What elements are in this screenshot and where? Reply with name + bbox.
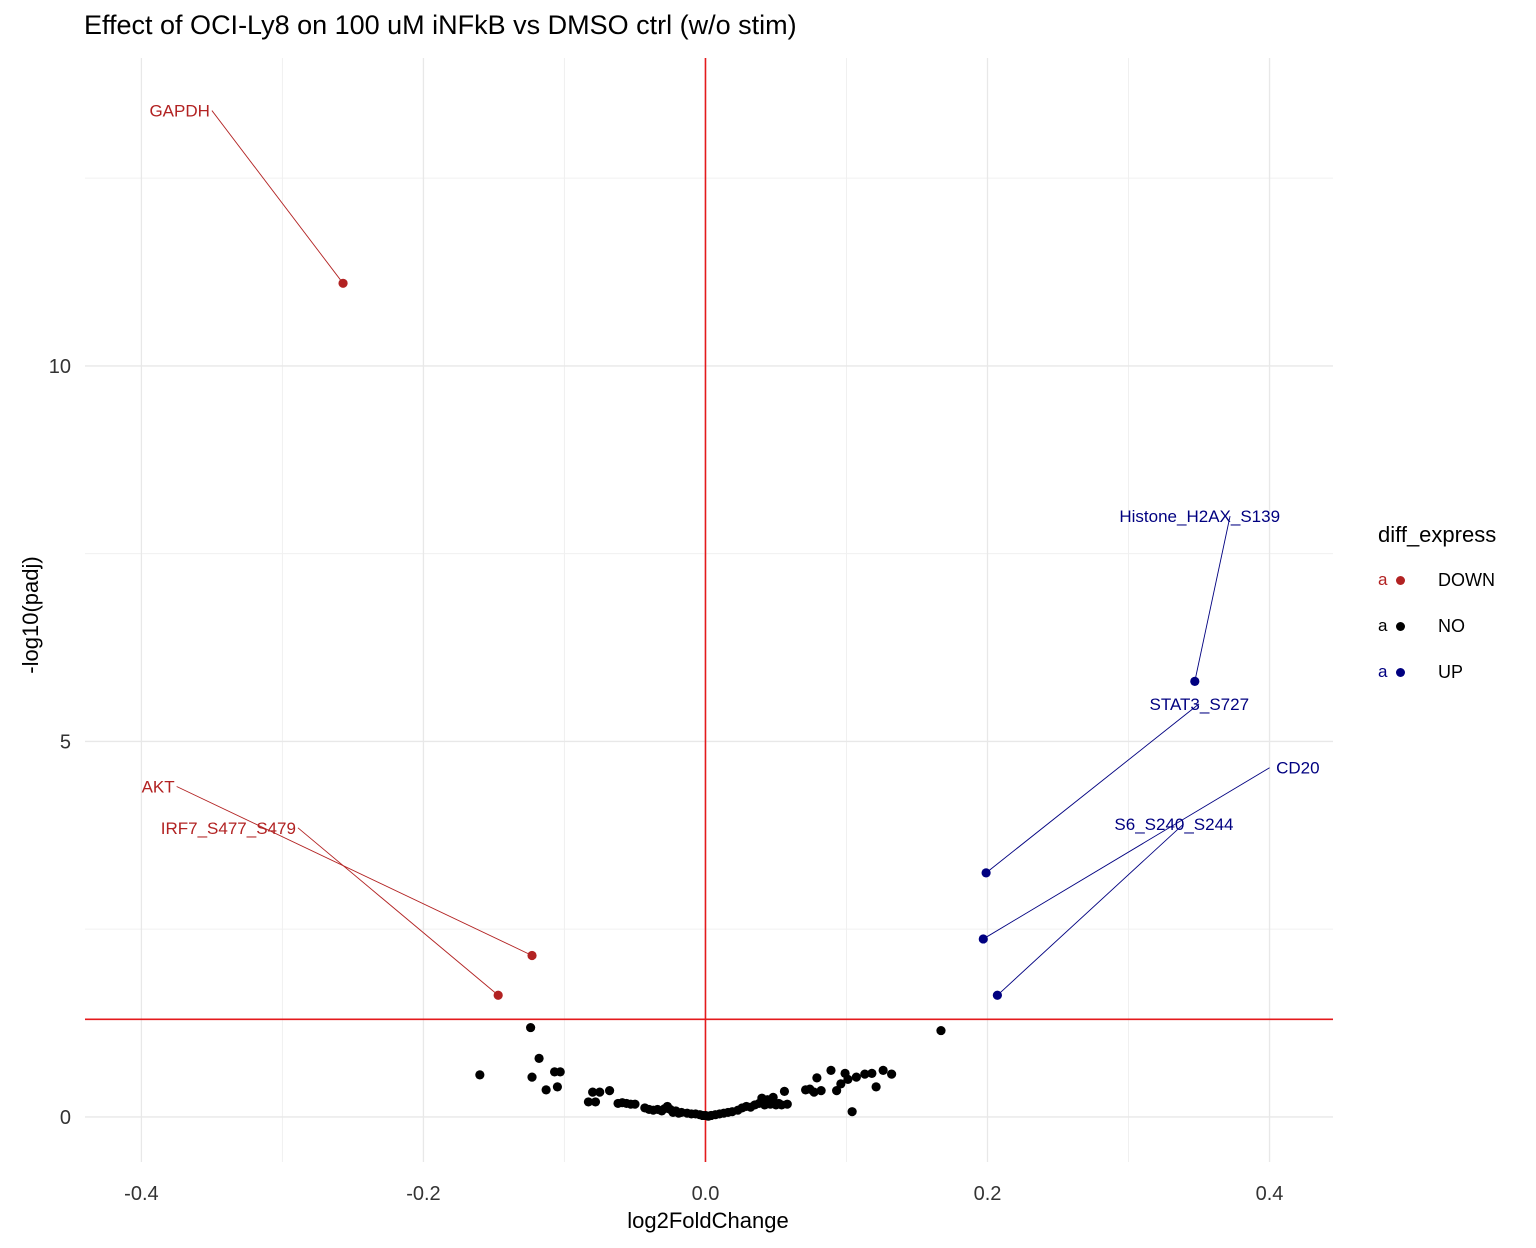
- legend-label: NO: [1438, 616, 1465, 636]
- data-point: [534, 1053, 544, 1063]
- data-point: [527, 950, 537, 961]
- label-connector: [297, 827, 499, 996]
- legend-item-no: a NO: [1378, 616, 1528, 662]
- data-point: [878, 1065, 888, 1075]
- data-point: [843, 1074, 853, 1084]
- data-point: [526, 1022, 536, 1033]
- data-point: [981, 868, 991, 878]
- legend-dot-icon: [1396, 576, 1405, 585]
- x-tick-label: -0.2: [406, 1183, 440, 1205]
- x-tick-label: 0.4: [1256, 1183, 1284, 1205]
- y-tick-label: 5: [60, 731, 71, 753]
- label-connector: [997, 823, 1184, 996]
- data-point: [978, 934, 988, 944]
- legend-key-glyph: a: [1378, 616, 1388, 635]
- data-point: [595, 1087, 605, 1097]
- data-point: [871, 1082, 881, 1092]
- data-point: [867, 1068, 877, 1078]
- data-point: [809, 1087, 819, 1097]
- data-point: [812, 1073, 822, 1083]
- data-point: [604, 1086, 615, 1096]
- label-connector: [176, 786, 533, 956]
- point-label: AKT: [142, 777, 175, 796]
- data-point: [836, 1079, 846, 1089]
- legend-dot-icon: [1396, 622, 1405, 631]
- point-label: S6_S240_S244: [1114, 815, 1233, 834]
- data-point: [552, 1082, 563, 1092]
- legend-dot-icon: [1396, 668, 1405, 677]
- legend-item-down: a DOWN: [1378, 570, 1528, 616]
- point-labels: GAPDH AKT IRF7_S477_S479 Histone_H2AX_S139 S…: [142, 102, 1320, 838]
- data-point: [782, 1099, 792, 1109]
- data-point: [583, 1097, 594, 1107]
- label-connector: [211, 110, 344, 284]
- data-point: [887, 1069, 897, 1079]
- point-label: CD20: [1276, 759, 1319, 778]
- label-connector-lines: [176, 110, 1270, 996]
- data-point: [630, 1099, 640, 1109]
- point-label: STAT3_S727: [1149, 695, 1249, 714]
- x-tick-label: 0.0: [692, 1183, 720, 1205]
- point-label: GAPDH: [149, 102, 209, 121]
- y-tick-label: 0: [60, 1107, 71, 1129]
- data-point: [851, 1072, 861, 1082]
- data-point: [590, 1097, 601, 1107]
- data-points: [338, 278, 1200, 1121]
- legend-label: UP: [1438, 662, 1464, 682]
- point-label: Histone_H2AX_S139: [1119, 507, 1280, 526]
- data-point: [992, 990, 1002, 1000]
- data-point: [936, 1025, 946, 1036]
- data-point: [847, 1107, 857, 1117]
- data-point: [541, 1085, 551, 1095]
- legend-title: diff_express: [1378, 522, 1497, 547]
- data-point: [338, 278, 348, 288]
- data-point: [475, 1070, 485, 1080]
- y-axis-title: -log10(padj): [18, 556, 43, 673]
- legend-item-up: a UP: [1378, 662, 1528, 708]
- legend: diff_express a DOWN a NO a UP: [1378, 522, 1528, 708]
- data-point: [555, 1067, 565, 1077]
- legend-key-glyph: a: [1378, 662, 1388, 681]
- data-point: [588, 1087, 598, 1097]
- x-tick-label: 0.2: [974, 1183, 1002, 1205]
- data-point: [860, 1069, 870, 1079]
- label-connector: [983, 767, 1270, 940]
- reference-lines: [85, 58, 1333, 1162]
- data-point: [832, 1086, 842, 1096]
- data-point: [493, 990, 503, 1000]
- x-tick-label: -0.4: [124, 1183, 158, 1205]
- data-point: [1190, 676, 1200, 686]
- data-point: [826, 1065, 836, 1075]
- major-gridlines: [85, 58, 1333, 1162]
- chart-title: Effect of OCI-Ly8 on 100 uM iNFkB vs DMS…: [84, 10, 797, 40]
- data-point: [779, 1086, 790, 1097]
- data-point: [527, 1072, 537, 1082]
- x-axis-title: log2FoldChange: [627, 1208, 788, 1233]
- minor-gridlines: [85, 58, 1333, 1162]
- point-label: IRF7_S477_S479: [161, 819, 296, 838]
- legend-label: DOWN: [1438, 570, 1495, 590]
- label-connector: [1194, 516, 1231, 682]
- data-point: [816, 1086, 826, 1096]
- label-connector: [985, 703, 1200, 874]
- y-axis-tick-labels: 0 5 10: [49, 356, 71, 1129]
- x-axis-tick-labels: -0.4 -0.2 0.0 0.2 0.4: [124, 1183, 1283, 1205]
- legend-key-glyph: a: [1378, 570, 1388, 589]
- data-point: [768, 1092, 778, 1103]
- y-tick-label: 10: [49, 356, 71, 378]
